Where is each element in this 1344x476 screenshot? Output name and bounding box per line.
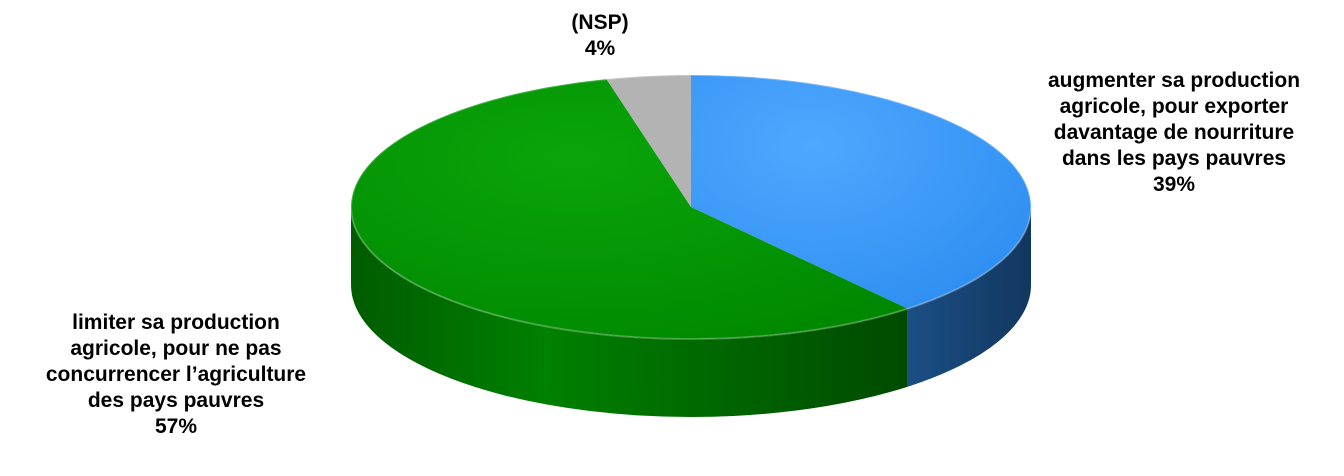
label-limiter: limiter sa production agricole, pour ne … bbox=[0, 310, 352, 440]
label-augmenter-line: davantage de nourriture bbox=[1053, 121, 1295, 144]
pie-slice-nsp bbox=[606, 75, 691, 207]
label-limiter-line: des pays pauvres bbox=[87, 389, 265, 412]
label-nsp: (NSP) 4% bbox=[540, 10, 660, 62]
pie-side-limiter bbox=[351, 207, 908, 418]
label-nsp-value: 4% bbox=[584, 37, 616, 60]
pie-rim bbox=[350, 74, 1032, 340]
pie-slice-limiter bbox=[351, 79, 908, 339]
label-limiter-line: concurrencer l’agriculture bbox=[45, 363, 307, 386]
label-augmenter-line: dans les pays pauvres bbox=[1061, 147, 1287, 170]
label-augmenter-value: 39% bbox=[1152, 173, 1196, 196]
label-limiter-value: 57% bbox=[154, 415, 198, 438]
pie-slice-augmenter bbox=[691, 75, 1032, 309]
pie-side-augmenter bbox=[907, 207, 1031, 387]
label-augmenter-line: augmenter sa production bbox=[1047, 69, 1301, 92]
label-limiter-line: limiter sa production bbox=[72, 311, 280, 334]
label-augmenter: augmenter sa production agricole, pour e… bbox=[1004, 68, 1344, 198]
label-augmenter-line: agricole, pour exporter bbox=[1059, 95, 1289, 118]
label-nsp-line: (NSP) bbox=[571, 11, 629, 34]
label-limiter-line: agricole, pour ne pas bbox=[70, 337, 282, 360]
